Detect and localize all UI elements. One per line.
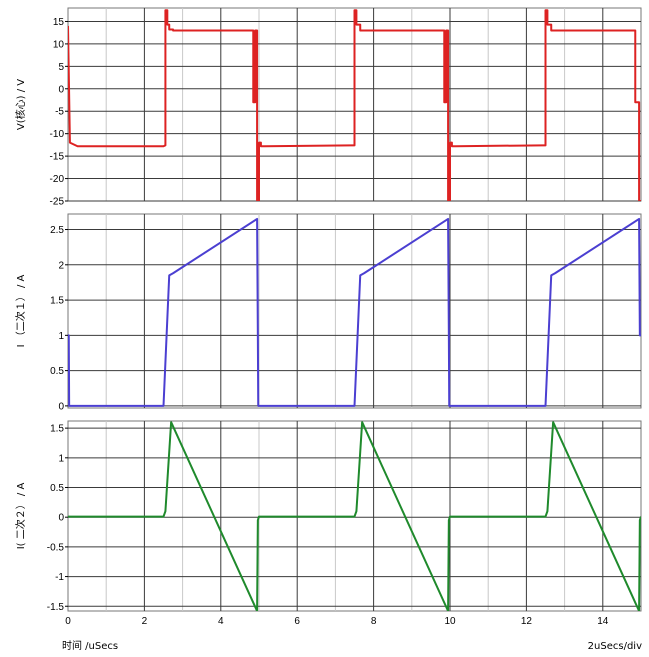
x-tick-label: 4	[218, 616, 224, 627]
y-axis-label: V(核心) / V	[14, 79, 27, 130]
series-line	[68, 9, 641, 201]
y-tick-label: 2	[58, 260, 64, 271]
series-line	[68, 421, 641, 611]
panel-3: 1.510.50-0.5-1-1.50 2 4 6 8 10 12 14I( 二次２） / A	[14, 420, 642, 627]
y-tick-label: 0	[58, 513, 64, 524]
y-tick-label: -15	[50, 152, 65, 163]
panel-frame	[67, 213, 642, 409]
x-tick-label: 0	[65, 616, 71, 627]
x-tick-label: 12	[521, 616, 533, 627]
x-tick-label: 14	[597, 616, 609, 627]
panel-2: 2.5 2 1.5 1 0.5 0 I （二次１） / A	[14, 213, 642, 412]
y-tick-label: -5	[55, 107, 64, 118]
panel-1: 15 10 5 0 -5 -10 -15 -20 -25 V(核心) / V	[14, 7, 642, 208]
x-axis-label: 时间 /uSecs	[62, 639, 118, 652]
y-axis-label: I （二次１） / A	[14, 274, 27, 347]
x-tick-label: 10	[444, 616, 456, 627]
y-tick-label: -20	[50, 174, 65, 185]
y-tick-label: 1	[58, 331, 64, 342]
y-tick-label: 5	[58, 62, 64, 73]
y-tick-label: 0.5	[50, 366, 64, 377]
y-tick-label: -0.5	[47, 542, 65, 553]
y-tick-label: 1.5	[50, 296, 64, 307]
y-tick-label: -10	[50, 129, 65, 140]
y-tick-label: -1.5	[47, 602, 65, 613]
x-tick-label: 6	[294, 616, 300, 627]
x-tick-label: 2	[142, 616, 148, 627]
y-tick-label: 0.5	[50, 483, 64, 494]
y-tick-label: 2.5	[50, 225, 64, 236]
y-tick-label: -25	[50, 197, 65, 208]
y-tick-label: 0	[58, 401, 64, 412]
y-tick-label: 15	[53, 17, 65, 28]
y-tick-label: 10	[53, 39, 65, 50]
y-axis-label: I( 二次２） / A	[14, 483, 27, 550]
time-scale-label: 2uSecs/div	[588, 641, 642, 652]
y-tick-label: -1	[55, 572, 64, 583]
series-line	[68, 217, 641, 407]
y-tick-label: 1	[58, 453, 64, 464]
x-tick-label: 8	[371, 616, 377, 627]
y-tick-label: 0	[58, 84, 64, 95]
y-tick-label: 1.5	[50, 424, 64, 435]
